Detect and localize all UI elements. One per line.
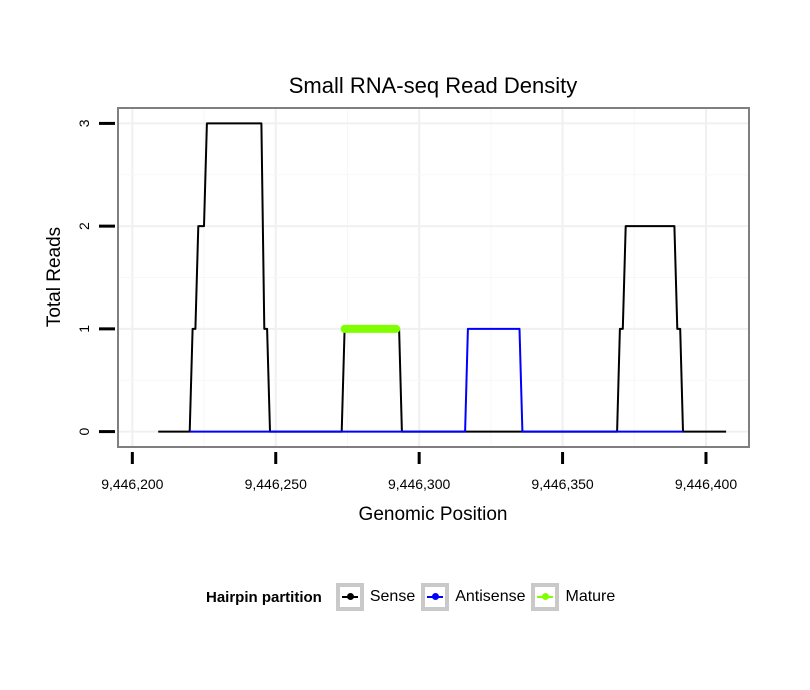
x-tick-label: 9,446,250 — [245, 476, 307, 492]
x-tick-label: 9,446,400 — [675, 476, 737, 492]
legend-item-mature: Mature — [531, 583, 615, 611]
y-tick-label: 2 — [76, 222, 92, 230]
y-tick-label: 3 — [76, 119, 92, 127]
legend-key-sense — [335, 583, 364, 611]
series-line-antisense — [189, 327, 683, 433]
plot-panel — [117, 107, 750, 448]
x-axis: 9,446,200 9,446,250 9,446,300 9,446,350 9,44… — [101, 452, 737, 492]
legend-item-antisense: Antisense — [421, 583, 525, 611]
series-layer — [158, 122, 727, 433]
legend-key-antisense — [421, 583, 450, 611]
legend-key-mature — [531, 583, 560, 611]
x-tick-label: 9,446,200 — [101, 476, 163, 492]
x-tick-label: 9,446,300 — [388, 476, 450, 492]
legend-label-sense: Sense — [369, 588, 416, 605]
legend-item-sense: Sense — [335, 583, 416, 611]
x-axis-label: Genomic Position — [359, 504, 508, 525]
legend: Hairpin partition Sense Antisense Mature — [206, 580, 621, 614]
chart-title: Small RNA-seq Read Density — [289, 73, 578, 98]
legend-title: Hairpin partition — [206, 588, 322, 606]
legend-label-mature: Mature — [565, 588, 616, 605]
legend-label-antisense: Antisense — [455, 588, 526, 605]
y-axis-label: Total Reads — [44, 227, 65, 327]
y-tick-label: 1 — [76, 325, 92, 333]
chart-grid — [118, 108, 749, 447]
x-tick-label: 9,446,350 — [531, 476, 593, 492]
y-tick-label: 0 — [76, 427, 92, 435]
y-axis: 0 1 2 3 — [76, 119, 115, 435]
